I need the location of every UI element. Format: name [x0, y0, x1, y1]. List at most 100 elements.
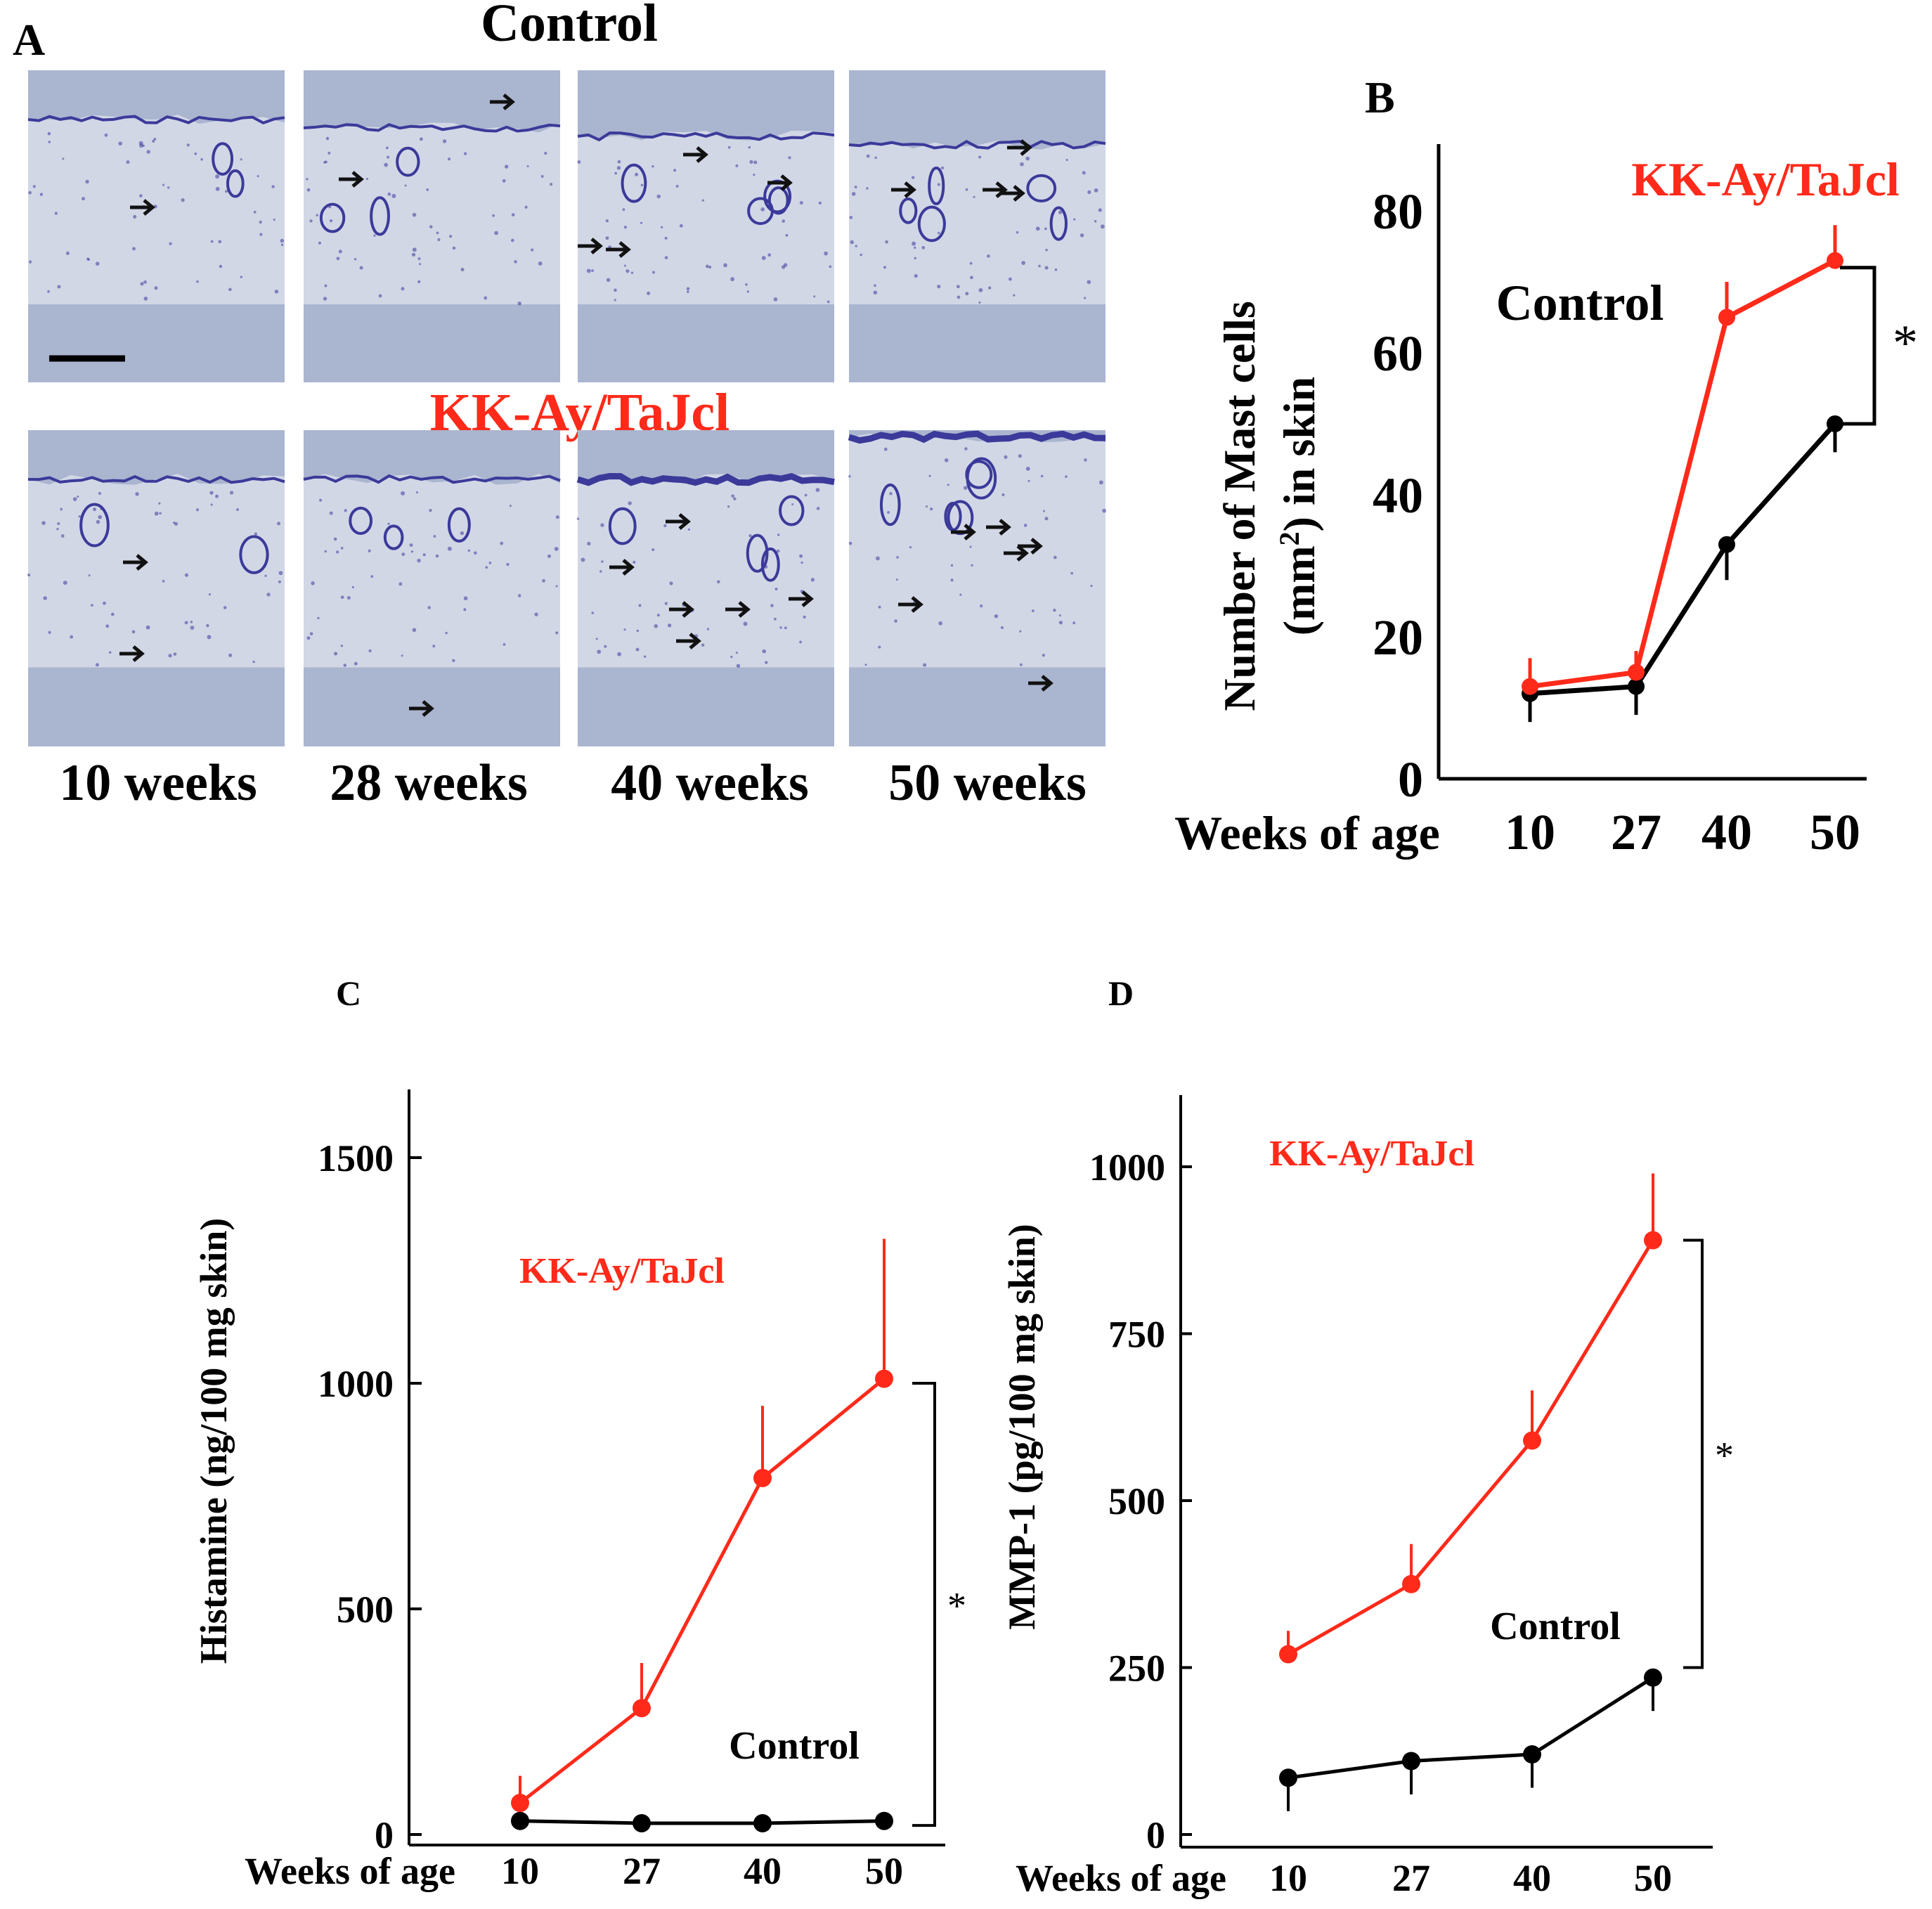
panel-c-letter: C	[336, 973, 361, 1013]
micrograph-control-2	[577, 70, 835, 382]
tissue-nucleus	[1038, 264, 1041, 268]
hair-follicle	[226, 169, 245, 198]
tissue-nucleus	[746, 290, 749, 293]
micrograph-control-3	[848, 70, 1106, 382]
tissue-nucleus	[48, 141, 51, 143]
tissue-nucleus	[1008, 277, 1012, 281]
tissue-nucleus	[848, 475, 851, 478]
y-tick-label: 40	[1373, 467, 1423, 524]
tissue-nucleus	[442, 139, 447, 143]
tissue-nucleus	[630, 271, 634, 274]
tissue-nucleus	[973, 195, 975, 198]
tissue-nucleus	[1025, 466, 1030, 471]
tissue-nucleus	[103, 601, 106, 605]
tissue-nucleus	[727, 145, 731, 149]
tissue-nucleus	[1019, 663, 1023, 666]
tissue-nucleus	[874, 284, 876, 287]
tissue-nucleus	[614, 299, 616, 302]
tissue-nucleus	[1058, 210, 1063, 214]
tissue-nucleus	[219, 264, 223, 268]
hair-follicle	[239, 535, 269, 574]
tissue-nucleus	[577, 160, 581, 164]
tissue-nucleus	[225, 190, 228, 193]
tissue-nucleus	[1031, 609, 1035, 612]
tissue-nucleus	[664, 602, 668, 605]
tissue-nucleus	[207, 635, 212, 640]
tissue-nucleus	[190, 626, 195, 630]
mast-cell-arrow	[1007, 139, 1032, 156]
tissue-nucleus	[656, 194, 661, 199]
tissue-nucleus	[605, 236, 609, 240]
tissue-nucleus	[940, 166, 945, 170]
tissue-nucleus	[384, 162, 389, 167]
tissue-nucleus	[965, 292, 969, 296]
tissue-nucleus	[133, 214, 137, 219]
tissue-nucleus	[921, 246, 926, 250]
tissue-nucleus	[969, 261, 973, 265]
significance-bracket	[912, 1382, 936, 1827]
tissue-nucleus	[651, 165, 654, 168]
tissue-nucleus	[417, 257, 421, 261]
tissue-nucleus	[761, 256, 766, 261]
tissue-nucleus	[635, 647, 640, 652]
tissue-nucleus	[194, 152, 197, 155]
tissue-nucleus	[600, 523, 604, 527]
hair-follicle	[370, 196, 390, 236]
tissue-nucleus	[914, 273, 918, 278]
tissue-nucleus	[980, 604, 983, 608]
tissue-dermis	[578, 131, 834, 304]
tissue-nucleus	[647, 291, 651, 295]
tissue-nucleus	[987, 254, 990, 258]
micrograph-kkay-3	[848, 430, 1107, 746]
hair-follicle	[396, 146, 420, 177]
hair-follicle	[1049, 206, 1068, 241]
tissue-nucleus	[866, 154, 870, 158]
tissue-nucleus	[640, 221, 643, 224]
tissue-nucleus	[1013, 294, 1016, 297]
data-point-control	[633, 1813, 651, 1832]
data-point-kkay	[1279, 1645, 1297, 1664]
tissue-nucleus	[753, 174, 756, 176]
tissue-nucleus	[335, 550, 339, 554]
tissue-nucleus	[717, 580, 720, 584]
tissue-nucleus	[86, 257, 89, 261]
tissue-nucleus	[412, 212, 417, 217]
y-tick-label: 0	[1398, 751, 1423, 808]
tissue-nucleus	[928, 474, 931, 477]
data-point-control	[1523, 1745, 1541, 1764]
tissue-nucleus	[765, 661, 768, 664]
tissue-nucleus	[108, 651, 112, 654]
tissue-nucleus	[956, 285, 960, 289]
tissue-nucleus	[971, 564, 973, 567]
tissue-nucleus	[597, 649, 602, 654]
y-tick-label: 1000	[318, 1363, 394, 1405]
tissue-nucleus	[447, 157, 451, 161]
data-point-kkay	[1522, 678, 1538, 695]
tissue-nucleus	[236, 508, 239, 511]
tissue-nucleus	[85, 179, 89, 184]
tissue-nucleus	[1065, 159, 1068, 162]
tissue-nucleus	[278, 571, 283, 576]
tissue-nucleus	[387, 192, 391, 196]
tissue-nucleus	[173, 652, 177, 656]
tissue-nucleus	[195, 508, 200, 512]
tissue-nucleus	[791, 503, 794, 505]
data-point-control	[1644, 1668, 1662, 1687]
tissue-nucleus	[485, 566, 488, 569]
data-point-kkay	[753, 1468, 772, 1487]
tissue-nucleus	[252, 660, 255, 664]
panel-d-letter: D	[1108, 973, 1134, 1013]
tissue-nucleus	[731, 494, 734, 498]
tissue-nucleus	[753, 160, 758, 164]
tissue-nucleus	[494, 231, 498, 235]
tissue-nucleus	[824, 251, 828, 256]
tissue-nucleus	[534, 612, 538, 616]
tissue-nucleus	[317, 616, 320, 620]
tissue-nucleus	[810, 578, 815, 582]
tissue-nucleus	[1072, 621, 1076, 625]
hair-follicle	[944, 501, 962, 531]
tissue-nucleus	[452, 246, 456, 250]
tissue-nucleus	[555, 631, 559, 635]
tissue-nucleus	[816, 507, 820, 510]
tissue-nucleus	[98, 491, 101, 495]
